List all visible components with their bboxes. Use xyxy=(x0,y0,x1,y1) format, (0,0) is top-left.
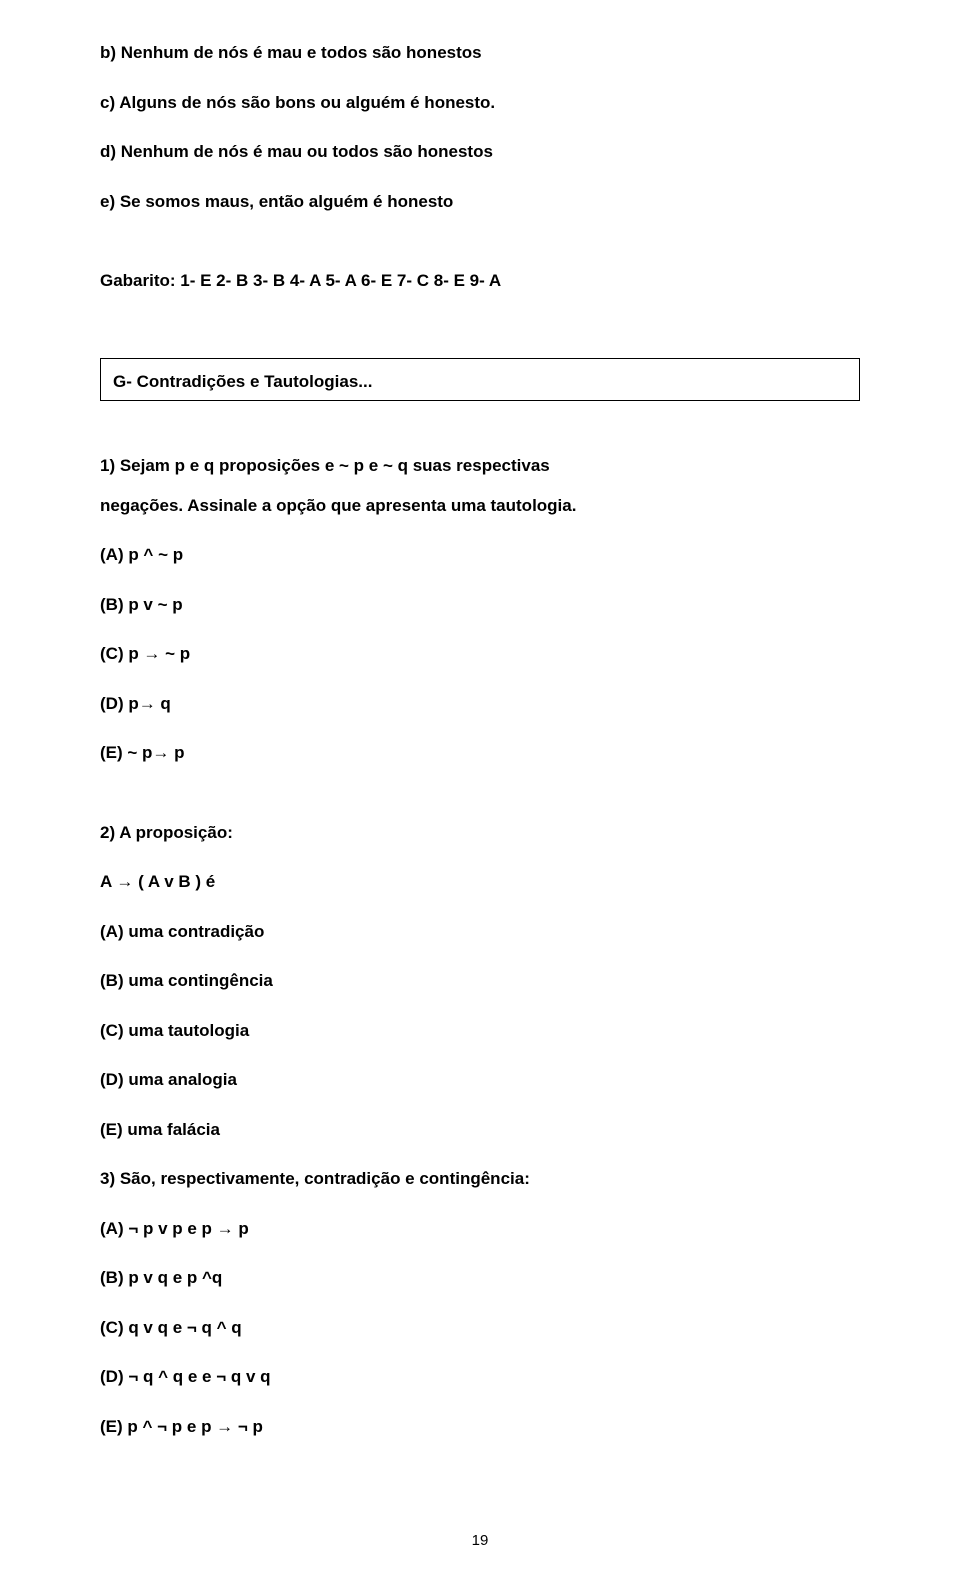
q1-option-e: (E) ~ p→ p xyxy=(100,740,860,766)
q3-stem: 3) São, respectivamente, contradição e c… xyxy=(100,1166,860,1192)
q1-option-d: (D) p→ q xyxy=(100,691,860,717)
q2-expression: A → ( A v B ) é xyxy=(100,869,860,895)
q1-stem-line1: 1) Sejam p e q proposições e ~ p e ~ q s… xyxy=(100,453,860,479)
answer-key: Gabarito: 1- E 2- B 3- B 4- A 5- A 6- E … xyxy=(100,268,860,294)
q1-option-b: (B) p v ~ p xyxy=(100,592,860,618)
q3-option-e: (E) p ^ ¬ p e p → ¬ p xyxy=(100,1414,860,1440)
q2-option-b: (B) uma contingência xyxy=(100,968,860,994)
section-heading-box: G- Contradições e Tautologias... xyxy=(100,358,860,402)
prev-option-d: d) Nenhum de nós é mau ou todos são hone… xyxy=(100,139,860,165)
prev-option-b: b) Nenhum de nós é mau e todos são hones… xyxy=(100,40,860,66)
section-heading-g: G- Contradições e Tautologias... xyxy=(113,369,847,395)
q2-option-c: (C) uma tautologia xyxy=(100,1018,860,1044)
q1-option-c: (C) p → ~ p xyxy=(100,641,860,667)
q3-option-b: (B) p v q e p ^q xyxy=(100,1265,860,1291)
q1-option-a: (A) p ^ ~ p xyxy=(100,542,860,568)
prev-option-e: e) Se somos maus, então alguém é honesto xyxy=(100,189,860,215)
q2-option-d: (D) uma analogia xyxy=(100,1067,860,1093)
q2-option-e: (E) uma falácia xyxy=(100,1117,860,1143)
q3-option-a: (A) ¬ p v p e p → p xyxy=(100,1216,860,1242)
prev-option-c: c) Alguns de nós são bons ou alguém é ho… xyxy=(100,90,860,116)
q3-option-d: (D) ¬ q ^ q e e ¬ q v q xyxy=(100,1364,860,1390)
document-page: b) Nenhum de nós é mau e todos são hones… xyxy=(0,0,960,1579)
q2-option-a: (A) uma contradição xyxy=(100,919,860,945)
q3-option-c: (C) q v q e ¬ q ^ q xyxy=(100,1315,860,1341)
q1-stem-line2: negações. Assinale a opção que apresenta… xyxy=(100,493,860,519)
q2-stem: 2) A proposição: xyxy=(100,820,860,846)
page-number: 19 xyxy=(0,1532,960,1549)
